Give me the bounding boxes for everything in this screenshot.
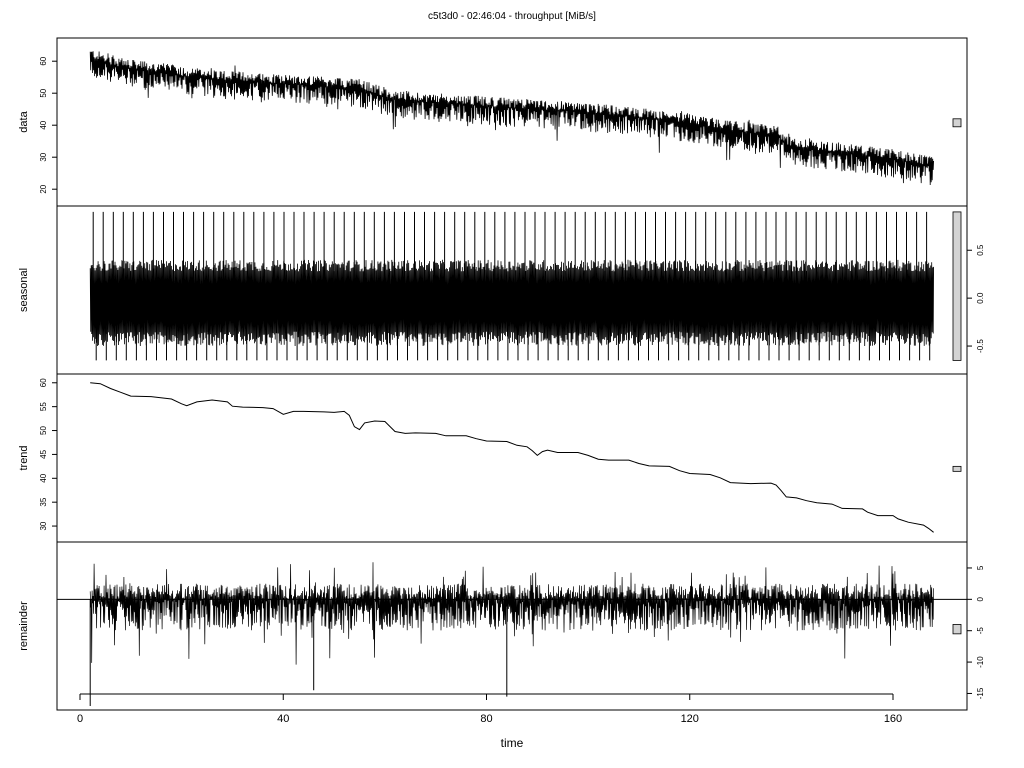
- panel-remainder: remainder -15 -10 -5 0 5: [18, 541, 985, 711]
- panel-data: data 20 30 40 50 60: [18, 37, 968, 207]
- remainder-outliers: [89, 599, 508, 706]
- y-axis-label-remainder: remainder: [18, 601, 30, 651]
- series-line-remainder: [89, 562, 934, 665]
- y-tick-label-trend: 60: [39, 378, 48, 387]
- y-tick-label-remainder: -15: [976, 687, 985, 699]
- x-axis: 0 40 80 120 160: [77, 693, 902, 725]
- y-tick-label-trend: 55: [39, 402, 48, 411]
- seasonal-spikes: [92, 211, 931, 361]
- range-bar-remainder: [952, 624, 962, 635]
- x-axis-label: time: [501, 736, 524, 750]
- y-tick-label-data: 60: [39, 56, 48, 65]
- y-tick-label-remainder: -5: [976, 627, 985, 635]
- chart-title: c5t3d0 - 02:46:04 - throughput [MiB/s]: [428, 11, 596, 22]
- y-tick-label-remainder: 0: [976, 597, 985, 602]
- y-tick-label-data: 30: [39, 152, 48, 161]
- series-line-trend: [90, 382, 934, 533]
- x-tick-label: 160: [884, 713, 902, 725]
- series-line-seasonal: [89, 259, 934, 347]
- panel-trend: trend 30 35 40 45 50 55 60: [18, 373, 968, 543]
- y-tick-label-seasonal: 0.5: [976, 244, 985, 256]
- y-axis-label-trend: trend: [18, 445, 30, 470]
- y-tick-label-trend: 30: [39, 521, 48, 530]
- panel-frame-trend: [56, 373, 968, 543]
- range-bar-data: [952, 118, 962, 128]
- chart-panels: data2030405060seasonal-0.50.00.5trend303…: [18, 37, 985, 711]
- y-tick-label-data: 40: [39, 120, 48, 129]
- y-tick-label-seasonal: -0.5: [976, 339, 985, 353]
- y-tick-label-data: 50: [39, 88, 48, 97]
- y-tick-label-remainder: -10: [976, 656, 985, 668]
- y-tick-label-trend: 45: [39, 449, 48, 458]
- range-bar-seasonal: [952, 211, 962, 361]
- x-tick-label: 40: [277, 713, 289, 725]
- x-tick-label: 80: [480, 713, 492, 725]
- y-tick-label-remainder: 5: [976, 565, 985, 570]
- series-line-data: [89, 51, 934, 186]
- panel-frame-data: [56, 37, 968, 207]
- y-tick-label-seasonal: 0.0: [976, 292, 985, 304]
- y-tick-label-data: 20: [39, 184, 48, 193]
- panel-seasonal: seasonal -0.5 0.0 0.5: [18, 205, 985, 375]
- panel-frame-remainder: [56, 541, 968, 711]
- range-bar-trend: [952, 465, 962, 472]
- x-tick-label: 120: [681, 713, 699, 725]
- y-axis-label-data: data: [18, 110, 30, 132]
- y-tick-label-trend: 50: [39, 426, 48, 435]
- y-tick-label-trend: 35: [39, 497, 48, 506]
- x-tick-label: 0: [77, 713, 83, 725]
- y-axis-label-seasonal: seasonal: [18, 268, 30, 312]
- y-tick-label-trend: 40: [39, 473, 48, 482]
